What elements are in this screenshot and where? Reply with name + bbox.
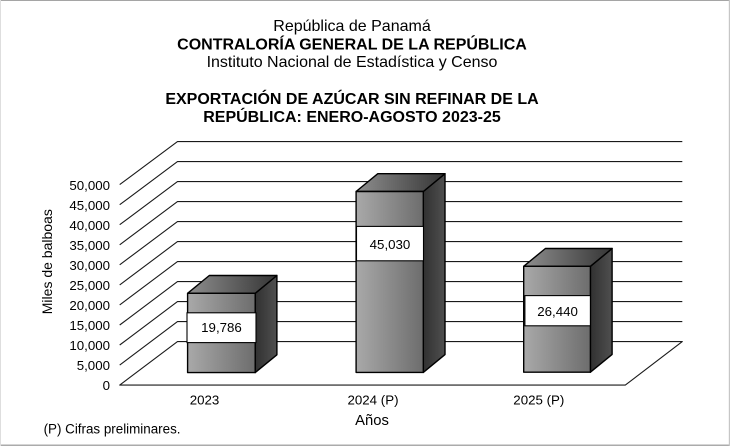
svg-text:Años: Años <box>355 413 389 429</box>
svg-text:10,000: 10,000 <box>69 338 110 353</box>
svg-text:Miles de balboas: Miles de balboas <box>39 209 55 314</box>
svg-text:República de Panamá: República de Panamá <box>273 18 431 35</box>
svg-text:REPÚBLICA: ENERO-AGOSTO 2023-2: REPÚBLICA: ENERO-AGOSTO 2023-25 <box>203 107 501 126</box>
svg-text:26,440: 26,440 <box>537 304 578 319</box>
svg-text:2023: 2023 <box>190 393 220 408</box>
svg-text:2025 (P): 2025 (P) <box>513 393 564 408</box>
svg-text:50,000: 50,000 <box>69 178 110 193</box>
svg-text:CONTRALORÍA GENERAL DE LA REPÚ: CONTRALORÍA GENERAL DE LA REPÚBLICA <box>177 35 527 54</box>
svg-text:0: 0 <box>103 378 110 393</box>
svg-text:2024 (P): 2024 (P) <box>348 393 399 408</box>
svg-text:30,000: 30,000 <box>69 258 110 273</box>
svg-text:40,000: 40,000 <box>69 218 110 233</box>
svg-text:EXPORTACIÓN DE AZÚCAR SIN REF: EXPORTACIÓN DE AZÚCAR SIN REFINAR DE LA <box>165 89 539 108</box>
svg-text:45,000: 45,000 <box>69 198 110 213</box>
svg-text:15,000: 15,000 <box>69 318 110 333</box>
svg-text:19,786: 19,786 <box>201 320 242 335</box>
svg-text:20,000: 20,000 <box>69 298 110 313</box>
svg-text:45,030: 45,030 <box>370 237 411 252</box>
svg-text:25,000: 25,000 <box>69 278 110 293</box>
svg-text:(P) Cifras preliminares.: (P) Cifras preliminares. <box>44 421 181 436</box>
svg-text:35,000: 35,000 <box>69 238 110 253</box>
svg-text:Instituto Nacional de Estadís: Instituto Nacional de Estadística y Cens… <box>207 54 498 71</box>
svg-text:5,000: 5,000 <box>77 358 110 373</box>
